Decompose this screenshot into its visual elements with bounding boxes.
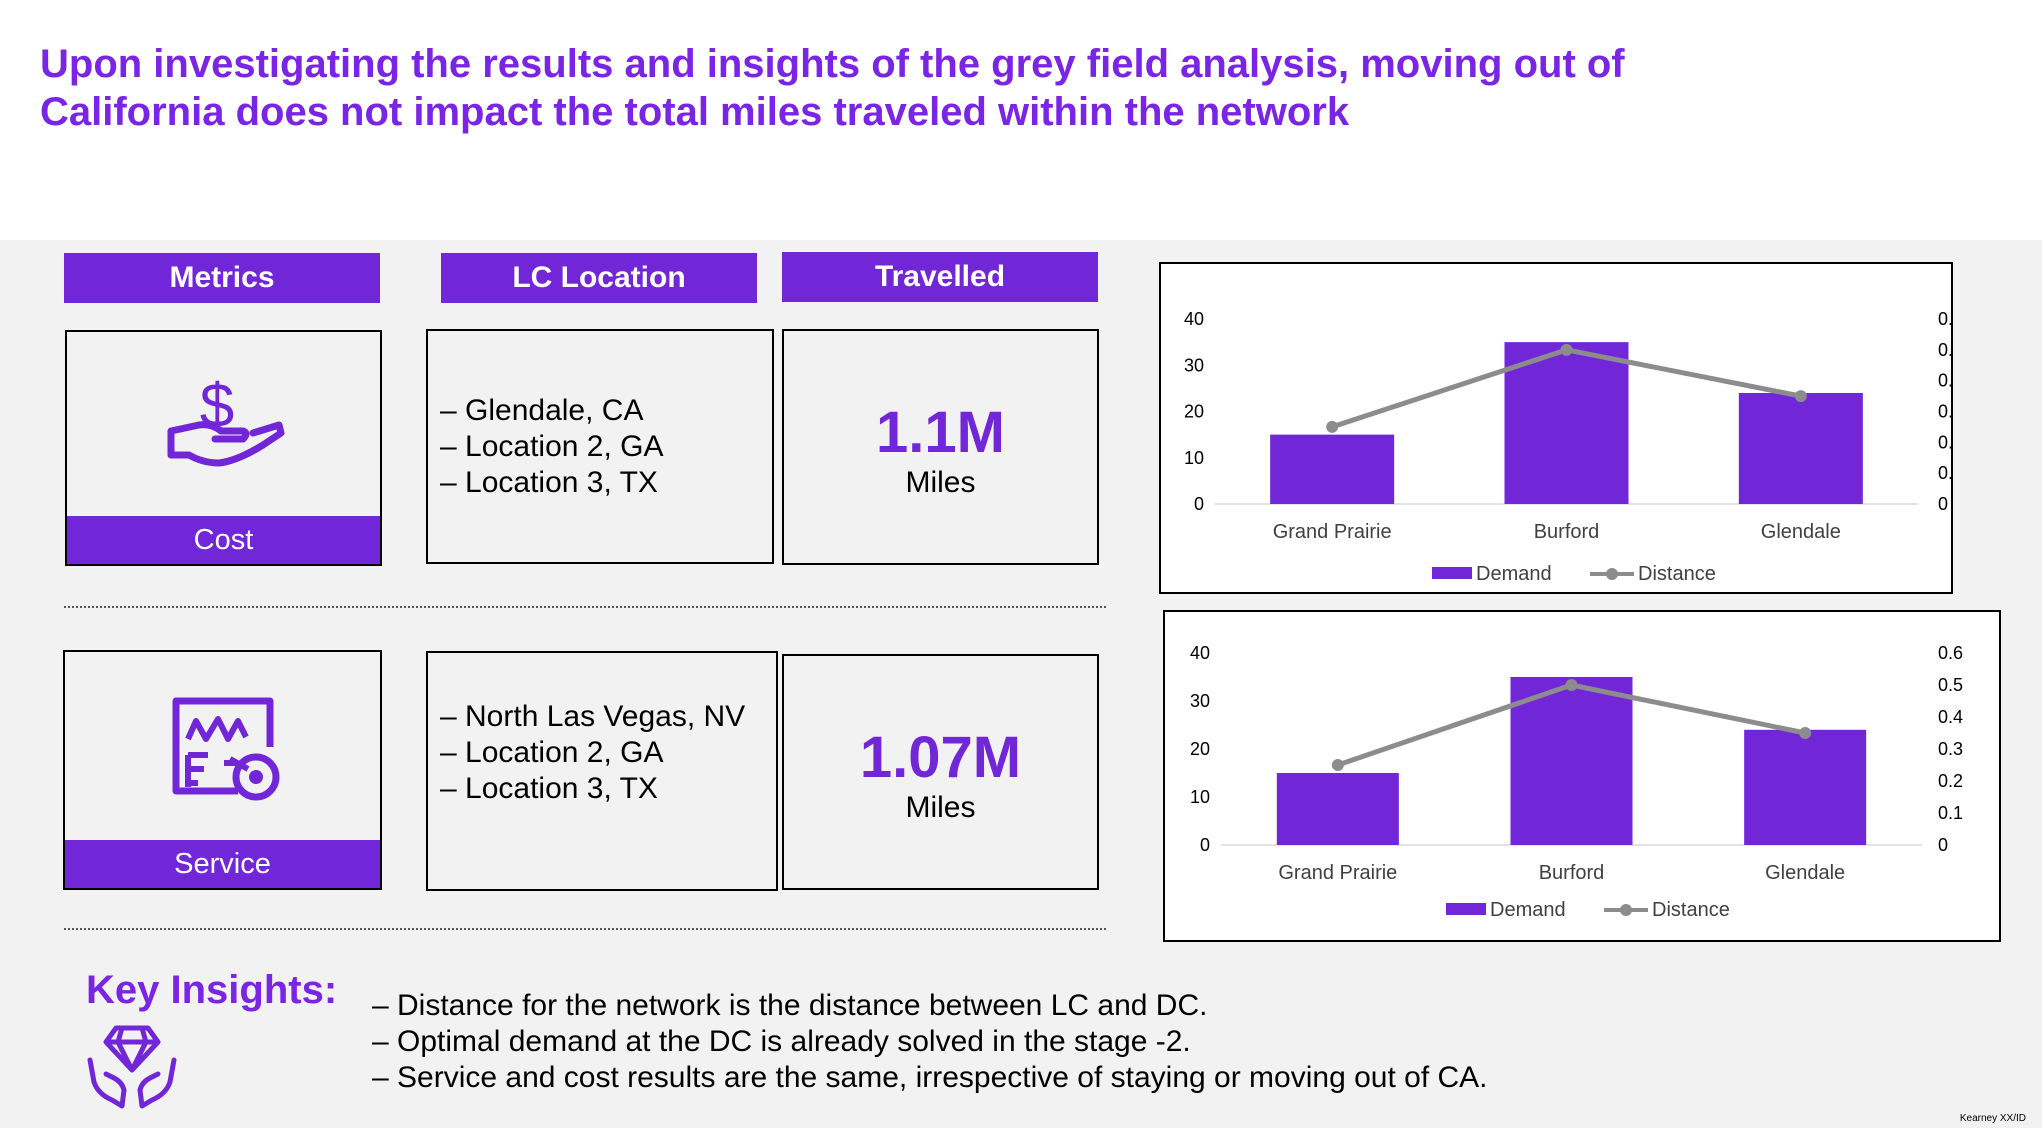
y-left-tick-label: 20 (1184, 402, 1204, 422)
bar-demand (1744, 729, 1867, 845)
bar-demand (1738, 393, 1863, 504)
y-right-tick-label: 0.2 (1938, 432, 1951, 452)
y-right-tick-label: 0.5 (1938, 675, 1963, 695)
y-right-tick-label: 0.3 (1938, 402, 1951, 422)
location-item: – Glendale, CA (440, 394, 644, 427)
legend-label-demand: Demand (1490, 899, 1566, 921)
point-distance (1794, 390, 1807, 403)
y-left-tick-label: 0 (1194, 494, 1204, 514)
point-distance (1565, 679, 1578, 691)
chart-cost: 0 10 20 30 40 0 0.1 0.2 0.3 0.4 0.5 0.6 Grand Prairi… (1159, 262, 1953, 594)
legend-label-demand: Demand (1476, 563, 1552, 585)
insight-item: – Service and cost results are the same,… (372, 1061, 1488, 1094)
y-right-tick-label: 0 (1938, 494, 1948, 514)
metric-card-service: Service (63, 650, 382, 890)
y-left-tick-label: 10 (1190, 787, 1210, 807)
diamond-hands-icon (84, 1020, 180, 1117)
page-title: Upon investigating the results and insig… (40, 40, 1940, 136)
footer-label: Kearney XX/ID (1959, 1113, 2026, 1124)
insight-item: – Distance for the network is the distan… (372, 989, 1208, 1022)
travelled-value: 1.07M (859, 725, 1022, 790)
y-right-tick-label: 0.1 (1938, 463, 1951, 483)
legend-swatch-demand (1446, 903, 1486, 915)
title-line-2: California does not impact the total mil… (40, 90, 1350, 134)
y-right-tick-label: 0.4 (1938, 371, 1951, 391)
y-left-tick-label: 0 (1200, 835, 1210, 855)
y-right-tick-label: 0.3 (1938, 739, 1963, 759)
header-metrics: Metrics (64, 253, 380, 303)
x-tick-label: Burford (1539, 862, 1605, 884)
bar-demand (1510, 677, 1633, 845)
y-left-tick-label: 30 (1184, 355, 1204, 375)
key-insights-list: – Distance for the network is the distan… (372, 988, 1488, 1096)
y-right-tick-label: 0 (1938, 835, 1948, 855)
location-item: – Location 3, TX (440, 466, 658, 499)
y-right-tick-label: 0.6 (1938, 643, 1963, 663)
travelled-unit: Miles (905, 466, 976, 499)
point-distance (1331, 759, 1344, 771)
bar-demand (1276, 773, 1399, 845)
header-lc-location: LC Location (441, 253, 757, 303)
x-tick-label: Burford (1534, 521, 1600, 543)
legend-marker-distance (1620, 904, 1632, 916)
location-item: – Location 3, TX (440, 772, 658, 805)
row-divider (64, 606, 1106, 608)
legend-swatch-demand (1432, 567, 1472, 579)
title-line-1: Upon investigating the results and insig… (40, 42, 1625, 86)
legend-label-distance: Distance (1652, 899, 1730, 921)
x-tick-label: Glendale (1765, 862, 1845, 884)
x-tick-label: Grand Prairie (1273, 521, 1392, 543)
metric-label-cost: Cost (67, 516, 380, 564)
insight-item: – Optimal demand at the DC is already so… (372, 1025, 1191, 1058)
location-item: – North Las Vegas, NV (440, 700, 746, 733)
key-insights-title: Key Insights: (86, 968, 338, 1012)
y-left-tick-label: 40 (1190, 643, 1210, 663)
location-item: – Location 2, GA (440, 430, 664, 463)
y-left-tick-label: 30 (1190, 691, 1210, 711)
legend-label-distance: Distance (1638, 563, 1716, 585)
travelled-card-cost: 1.1M Miles (782, 329, 1099, 565)
bar-demand (1270, 434, 1395, 504)
metric-label-service: Service (65, 840, 380, 888)
lc-location-card-cost: – Glendale, CA – Location 2, GA – Locati… (426, 329, 774, 564)
y-right-tick-label: 0.2 (1938, 771, 1963, 791)
y-left-tick-label: 20 (1190, 739, 1210, 759)
y-right-tick-label: 0.4 (1938, 707, 1963, 727)
chart-service: 0 10 20 30 40 0 0.1 0.2 0.3 0.4 0.5 0.6 Grand Prairi… (1163, 610, 2001, 942)
point-distance (1326, 420, 1339, 433)
row-divider (64, 928, 1106, 930)
chart-target-icon (65, 652, 380, 840)
y-right-tick-label: 0.6 (1938, 309, 1951, 329)
point-distance (1560, 343, 1573, 356)
money-hand-icon: $ (67, 332, 380, 516)
point-distance (1799, 727, 1812, 739)
travelled-value: 1.1M (876, 400, 1005, 465)
travelled-card-service: 1.07M Miles (782, 654, 1099, 890)
bar-demand (1504, 342, 1629, 504)
location-item: – Location 2, GA (440, 736, 664, 769)
x-tick-label: Grand Prairie (1278, 862, 1397, 884)
lc-location-card-service: – North Las Vegas, NV – Location 2, GA –… (426, 651, 778, 891)
y-left-tick-label: 40 (1184, 309, 1204, 329)
y-right-tick-label: 0.5 (1938, 340, 1951, 360)
y-right-tick-label: 0.1 (1938, 803, 1963, 823)
x-tick-label: Glendale (1761, 521, 1841, 543)
y-left-tick-label: 10 (1184, 448, 1204, 468)
metric-card-cost: $ Cost (65, 330, 382, 566)
travelled-unit: Miles (905, 791, 976, 824)
header-travelled: Travelled (782, 252, 1098, 302)
legend-marker-distance (1606, 568, 1618, 580)
